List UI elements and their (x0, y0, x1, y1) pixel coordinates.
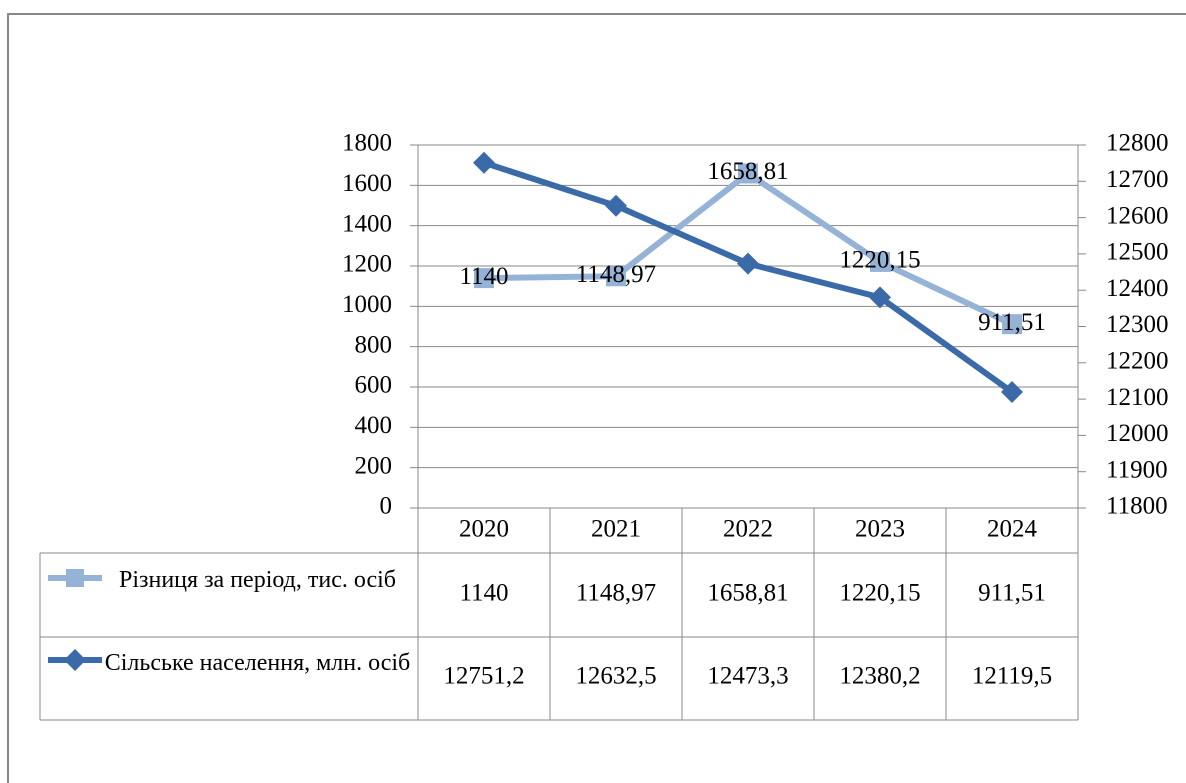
y-tick-label: 600 (355, 372, 393, 399)
y-tick-label: 800 (355, 331, 393, 358)
x-tick-label: 2022 (723, 516, 773, 543)
table-cell: 12751,2 (443, 663, 524, 690)
chart-border (7, 13, 1186, 783)
marker (1002, 314, 1022, 335)
marker (66, 569, 84, 587)
marker (1001, 381, 1023, 404)
legend-label: Різниця за період, тис. осіб (119, 567, 396, 593)
marker (738, 163, 758, 184)
y2-tick-label: 12700 (1106, 166, 1169, 193)
y2-tick-label: 12600 (1106, 202, 1169, 229)
y2-tick-label: 11900 (1106, 456, 1168, 483)
y2-tick-label: 11800 (1106, 493, 1168, 520)
table-cell: 12119,5 (972, 663, 1052, 690)
y2-tick-label: 12300 (1106, 311, 1169, 338)
x-tick-label: 2021 (591, 516, 641, 543)
data-label: 1140 (459, 263, 508, 290)
y-tick-label: 1400 (342, 210, 392, 237)
y-tick-label: 1000 (342, 291, 392, 318)
table-cell: 1140 (459, 580, 508, 607)
data-label: 1658,81 (707, 158, 788, 185)
y2-tick-label: 12100 (1106, 384, 1169, 411)
line (483, 170, 1014, 327)
marker (870, 251, 890, 272)
y2-tick-label: 12800 (1106, 130, 1169, 157)
table-cell: 1220,15 (839, 580, 920, 607)
data-label: 911,51 (978, 309, 1046, 336)
table-cell: 1658,81 (707, 580, 788, 607)
table-cell: 12632,5 (575, 663, 656, 690)
table-cell: 1148,97 (576, 580, 656, 607)
marker (737, 252, 759, 275)
y-tick-label: 1800 (342, 130, 392, 157)
y-tick-label: 400 (355, 412, 393, 439)
y-tick-label: 0 (380, 493, 393, 520)
marker (64, 649, 86, 671)
data-label: 1220,15 (839, 247, 920, 274)
marker (473, 151, 495, 174)
table-cell: 12473,3 (707, 663, 788, 690)
legend-label: Сільське населення, млн. осіб (104, 650, 411, 676)
marker (869, 286, 891, 309)
x-tick-label: 2020 (459, 516, 509, 543)
data-label: 1148,97 (576, 261, 656, 288)
y-tick-label: 1200 (342, 251, 392, 278)
marker (474, 268, 494, 289)
table-cell: 911,51 (978, 580, 1046, 607)
y2-tick-label: 12400 (1106, 275, 1169, 302)
marker (605, 194, 627, 217)
y-tick-label: 1600 (342, 170, 392, 197)
x-tick-label: 2024 (987, 516, 1038, 543)
y2-tick-label: 12500 (1106, 239, 1169, 266)
x-tick-label: 2023 (855, 516, 905, 543)
y-tick-label: 200 (355, 452, 393, 479)
y2-tick-label: 12200 (1106, 348, 1169, 375)
marker (606, 266, 626, 287)
y2-tick-label: 12000 (1106, 420, 1169, 447)
table-cell: 12380,2 (839, 663, 920, 690)
